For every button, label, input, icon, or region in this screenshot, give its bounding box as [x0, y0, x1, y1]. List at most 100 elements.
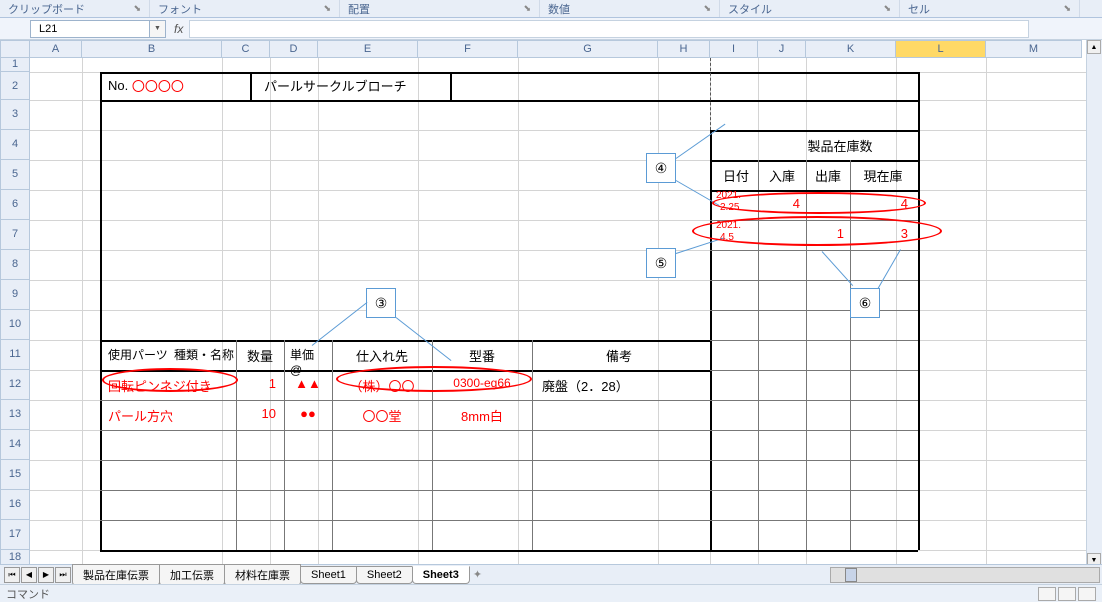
col-header-C[interactable]: C [222, 40, 270, 58]
cell-I5: 4 [760, 196, 804, 211]
view-page-layout-button[interactable] [1058, 587, 1076, 601]
sheet-nav-first[interactable]: ⏮ [4, 567, 20, 583]
select-all-corner[interactable] [0, 40, 30, 58]
status-right [1038, 587, 1096, 601]
column-headers: A B C D E F G H I J K L M [0, 40, 1102, 58]
cell-K6: 3 [852, 226, 912, 241]
ribbon-tab-clipboard[interactable]: クリップボード ⬊ [0, 0, 150, 17]
sheet-nav-last[interactable]: ⏭ [55, 567, 71, 583]
row-header-16[interactable]: 16 [0, 490, 30, 520]
row-header-8[interactable]: 8 [0, 250, 30, 280]
sheet-tab-2[interactable]: 材料在庫票 [224, 564, 301, 586]
stock-title: 製品在庫数 [780, 136, 900, 155]
cell-B2-value: 〇〇〇〇 [132, 76, 184, 95]
formula-input[interactable] [189, 20, 1029, 38]
cell-D13: ●● [286, 406, 330, 421]
sheet-tab-0[interactable]: 製品在庫伝票 [72, 564, 160, 586]
cell-H6a: 2021. [712, 221, 745, 231]
callout-3: ③ [366, 288, 396, 318]
cell-H5a: 2021. [712, 191, 745, 201]
expand-icon[interactable]: ⬊ [323, 3, 331, 14]
cell-B12: 回転ピンネジ付き [104, 376, 216, 395]
grid-cells[interactable]: No. 〇〇〇〇 パールサークルブローチ 製品在庫数 日付 入庫 出庫 現在庫 [30, 58, 1102, 568]
col-header-A[interactable]: A [30, 40, 82, 58]
row-header-14[interactable]: 14 [0, 430, 30, 460]
row-header-1[interactable]: 1 [0, 58, 30, 72]
ribbon-group-tabs: クリップボード ⬊ フォント ⬊ 配置 ⬊ 数値 ⬊ スタイル ⬊ セル⬊ [0, 0, 1102, 18]
expand-icon[interactable]: ⬊ [703, 3, 711, 14]
cell-B13: パール方穴 [104, 406, 177, 425]
ribbon-tab-label: 配置 [348, 1, 370, 17]
vertical-scrollbar[interactable]: ▲ ▼ [1086, 40, 1102, 567]
ribbon-tab-number[interactable]: 数値 ⬊ [540, 0, 720, 17]
col-header-D[interactable]: D [270, 40, 318, 58]
row-header-4[interactable]: 4 [0, 130, 30, 160]
col-header-G[interactable]: G [518, 40, 658, 58]
expand-icon[interactable]: ⬊ [883, 3, 891, 14]
row-header-2[interactable]: 2 [0, 72, 30, 100]
col-header-I[interactable]: I [710, 40, 758, 58]
cell-C13: 10 [238, 406, 280, 421]
row-header-15[interactable]: 15 [0, 460, 30, 490]
col-header-J[interactable]: J [758, 40, 806, 58]
scroll-up-button[interactable]: ▲ [1087, 40, 1101, 54]
sheet-tab-1[interactable]: 加工伝票 [159, 564, 225, 586]
sheet-tab-3[interactable]: Sheet1 [300, 566, 357, 584]
row-header-10[interactable]: 10 [0, 310, 30, 340]
row-header-9[interactable]: 9 [0, 280, 30, 310]
ribbon-tab-label: 数値 [548, 1, 570, 17]
ribbon-tab-label: スタイル [728, 1, 772, 17]
new-sheet-icon[interactable]: ✦ [473, 568, 482, 581]
cell-G11: 備考 [534, 346, 704, 365]
name-box-dropdown[interactable]: ▼ [150, 20, 166, 38]
view-normal-button[interactable] [1038, 587, 1056, 601]
row-header-17[interactable]: 17 [0, 520, 30, 550]
col-header-M[interactable]: M [986, 40, 1082, 58]
row-header-13[interactable]: 13 [0, 400, 30, 430]
row-header-3[interactable]: 3 [0, 100, 30, 130]
cell-H5b: 2.25 [716, 203, 743, 213]
formula-area: fx [174, 20, 1029, 38]
ribbon-tab-label: フォント [158, 1, 202, 17]
expand-icon[interactable]: ⬊ [133, 3, 141, 14]
cell-F11: 型番 [434, 346, 530, 365]
sheet-nav-next[interactable]: ▶ [38, 567, 54, 583]
col-header-K[interactable]: K [806, 40, 896, 58]
row-header-5[interactable]: 5 [0, 160, 30, 190]
col-header-B[interactable]: B [82, 40, 222, 58]
ribbon-tab-font[interactable]: フォント ⬊ [150, 0, 340, 17]
cell-D2: パールサークルブローチ [260, 76, 411, 95]
cell-I4: 入庫 [760, 166, 804, 185]
name-box-value: L21 [39, 23, 57, 35]
horizontal-scrollbar[interactable] [830, 567, 1100, 583]
row-header-7[interactable]: 7 [0, 220, 30, 250]
ribbon-tab-style[interactable]: スタイル ⬊ [720, 0, 900, 17]
cell-F12: 0300-eg66 [434, 376, 530, 390]
row-header-11[interactable]: 11 [0, 340, 30, 370]
col-header-F[interactable]: F [418, 40, 518, 58]
cell-C12: 1 [238, 376, 280, 391]
sheet-tab-5[interactable]: Sheet3 [412, 566, 470, 584]
expand-icon[interactable]: ⬊ [523, 3, 531, 14]
row-header-12[interactable]: 12 [0, 370, 30, 400]
cell-E11: 仕入れ先 [334, 346, 430, 365]
sheet-nav-prev[interactable]: ◀ [21, 567, 37, 583]
hscroll-thumb[interactable] [845, 568, 857, 582]
col-header-L[interactable]: L [896, 40, 986, 58]
cell-D12: ▲▲ [286, 376, 330, 391]
row-header-6[interactable]: 6 [0, 190, 30, 220]
ribbon-tab-cell[interactable]: セル⬊ [900, 0, 1080, 17]
expand-icon[interactable]: ⬊ [1063, 3, 1071, 14]
view-page-break-button[interactable] [1078, 587, 1096, 601]
col-header-E[interactable]: E [318, 40, 418, 58]
sheet-nav-buttons: ⏮ ◀ ▶ ⏭ [4, 567, 72, 583]
cell-F13: 8mm白 [434, 406, 530, 425]
col-header-H[interactable]: H [658, 40, 710, 58]
cell-B11b: 種類・名称 [170, 346, 238, 363]
fx-icon[interactable]: fx [174, 22, 183, 36]
name-box[interactable]: L21 [30, 20, 150, 38]
cell-J4: 出庫 [808, 166, 848, 185]
ribbon-tab-label: クリップボード [8, 1, 85, 17]
ribbon-tab-alignment[interactable]: 配置 ⬊ [340, 0, 540, 17]
sheet-tab-4[interactable]: Sheet2 [356, 566, 413, 584]
